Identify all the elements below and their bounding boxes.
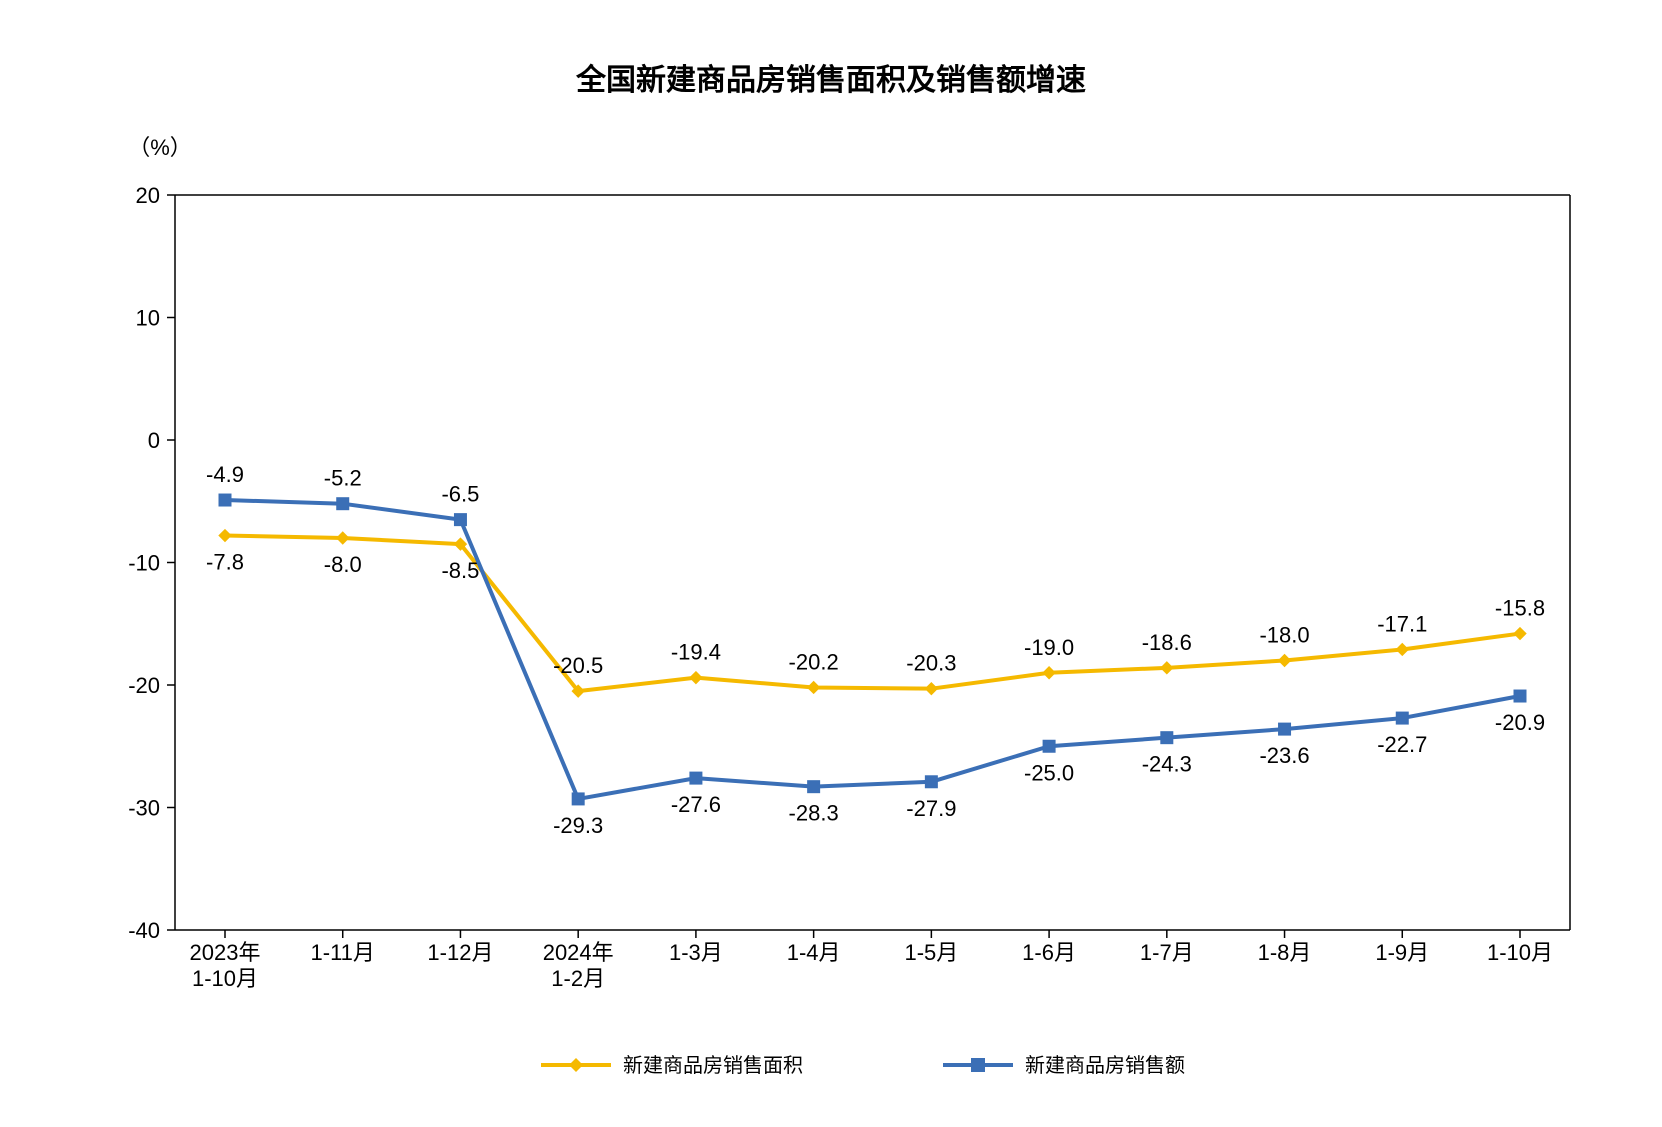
y-axis-unit-label: （%） — [128, 135, 192, 160]
data-label-amount: -25.0 — [1024, 760, 1074, 785]
x-tick-label: 1-7月 — [1140, 940, 1194, 965]
data-label-area: -19.0 — [1024, 635, 1074, 660]
y-tick-label: -10 — [128, 551, 160, 576]
data-label-amount: -27.9 — [906, 796, 956, 821]
data-label-amount: -24.3 — [1142, 752, 1192, 777]
data-label-area: -8.5 — [441, 558, 479, 583]
data-label-area: -15.8 — [1495, 596, 1545, 621]
data-label-amount: -5.2 — [324, 466, 362, 491]
data-label-amount: -23.6 — [1259, 743, 1309, 768]
legend-swatch-marker — [971, 1058, 985, 1072]
x-tick-label: 1-8月 — [1258, 940, 1312, 965]
y-tick-label: 20 — [136, 183, 160, 208]
data-label-area: -20.3 — [906, 651, 956, 676]
x-tick-label: 1-12月 — [427, 940, 493, 965]
data-label-amount: -28.3 — [789, 801, 839, 826]
data-label-area: -18.6 — [1142, 630, 1192, 655]
x-tick-label: 1-3月 — [669, 940, 723, 965]
series-marker-amount — [1396, 712, 1408, 724]
data-label-area: -17.1 — [1377, 611, 1427, 636]
x-tick-label: 2024年1-2月 — [543, 940, 614, 991]
data-label-amount: -29.3 — [553, 813, 603, 838]
legend-label: 新建商品房销售额 — [1025, 1054, 1185, 1077]
series-marker-amount — [1161, 732, 1173, 744]
data-label-area: -20.5 — [553, 653, 603, 678]
series-marker-amount — [1279, 723, 1291, 735]
y-tick-label: -30 — [128, 796, 160, 821]
y-tick-label: 10 — [136, 306, 160, 331]
x-tick-label: 2023年1-10月 — [190, 940, 261, 991]
series-marker-amount — [572, 793, 584, 805]
series-marker-amount — [454, 514, 466, 526]
data-label-amount: -27.6 — [671, 792, 721, 817]
series-marker-amount — [925, 776, 937, 788]
series-marker-amount — [690, 772, 702, 784]
data-label-area: -20.2 — [789, 649, 839, 674]
data-label-amount: -22.7 — [1377, 732, 1427, 757]
series-marker-amount — [1043, 740, 1055, 752]
line-chart: 全国新建商品房销售面积及销售额增速 （%） -40 -30 -20 -10 0 10 20 202… — [0, 0, 1662, 1127]
data-label-amount: -4.9 — [206, 462, 244, 487]
series-marker-amount — [808, 781, 820, 793]
chart-title: 全国新建商品房销售面积及销售额增速 — [575, 63, 1086, 97]
x-tick-label: 1-4月 — [787, 940, 841, 965]
chart-container: 全国新建商品房销售面积及销售额增速 （%） -40 -30 -20 -10 0 10 20 202… — [0, 0, 1662, 1127]
x-tick-label: 1-10月 — [1487, 940, 1553, 965]
x-tick-label: 1-9月 — [1375, 940, 1429, 965]
y-tick-label: 0 — [148, 428, 160, 453]
series-marker-amount — [1514, 690, 1526, 702]
x-tick-label: 1-6月 — [1022, 940, 1076, 965]
data-label-area: -19.4 — [671, 640, 721, 665]
x-tick-label: 1-5月 — [904, 940, 958, 965]
data-label-area: -18.0 — [1259, 623, 1309, 648]
data-label-area: -7.8 — [206, 550, 244, 575]
series-marker-amount — [219, 494, 231, 506]
series-marker-amount — [337, 498, 349, 510]
y-tick-label: -20 — [128, 673, 160, 698]
data-label-amount: -6.5 — [441, 482, 479, 507]
x-tick-label: 1-11月 — [311, 940, 375, 965]
y-tick-label: -40 — [128, 918, 160, 943]
legend-label: 新建商品房销售面积 — [623, 1054, 803, 1077]
data-label-area: -8.0 — [324, 552, 362, 577]
data-label-amount: -20.9 — [1495, 710, 1545, 735]
